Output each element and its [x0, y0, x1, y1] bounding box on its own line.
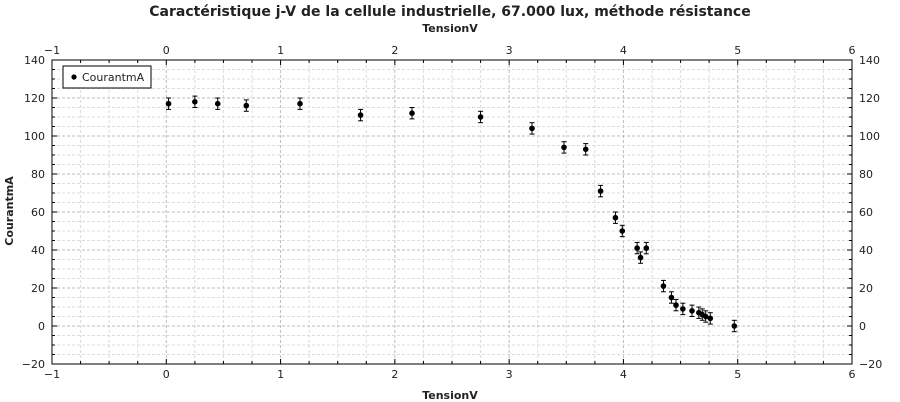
data-point [680, 302, 686, 316]
point-marker [477, 114, 484, 120]
x-tick-label-bottom: 2 [391, 368, 398, 381]
legend-label: CourantmA [82, 71, 145, 84]
point-marker [409, 110, 415, 116]
legend: CourantmA [62, 65, 152, 89]
y-tick-label-right: 40 [859, 244, 873, 257]
point-marker [582, 146, 589, 153]
x-tick-label-bottom: 5 [734, 368, 741, 381]
y-tick-label-left: 100 [24, 130, 45, 143]
data-point [612, 211, 619, 224]
data-point [619, 224, 626, 238]
data-point [357, 108, 364, 122]
y-tick-label-left: 80 [31, 168, 45, 181]
y-tick-label-right: 20 [859, 282, 873, 295]
x-tick-label-top: 1 [277, 44, 284, 57]
y-axis-title: CourantmA [3, 176, 16, 246]
x-tick-label-bottom: 6 [849, 368, 856, 381]
y-tick-label-left: 60 [31, 206, 45, 219]
point-marker [243, 102, 250, 109]
data-point [597, 184, 604, 198]
data-point [660, 279, 667, 293]
x-tick-label-bottom: 1 [277, 368, 284, 381]
x-tick-label-top: 4 [620, 44, 627, 57]
x-axis-title-top: TensionV [422, 22, 478, 35]
point-marker [612, 214, 619, 221]
x-tick-label-top: 5 [734, 44, 741, 57]
data-point [673, 298, 679, 312]
data-point [668, 291, 675, 304]
data-point [477, 110, 484, 124]
point-marker [597, 188, 604, 194]
point-marker [297, 100, 303, 107]
point-marker [668, 294, 675, 301]
x-tick-label-top: 2 [391, 44, 398, 57]
point-marker [634, 245, 640, 251]
chart-title: Caractéristique j-V de la cellule indust… [149, 4, 750, 20]
data-point [243, 99, 250, 112]
y-tick-label-left: −20 [22, 358, 45, 371]
data-point [702, 310, 709, 323]
point-marker [689, 308, 695, 314]
point-marker [619, 228, 626, 234]
data-point [529, 122, 535, 135]
y-tick-label-right: 0 [859, 320, 866, 333]
x-axis-title-bottom: TensionV [422, 389, 478, 402]
point-marker [707, 315, 714, 322]
x-tick-label-top: 6 [849, 44, 856, 57]
data-point [165, 97, 172, 110]
data-point [297, 97, 303, 110]
point-marker [660, 283, 667, 289]
x-tick-label-top: 0 [163, 44, 170, 57]
y-tick-label-left: 140 [24, 54, 45, 67]
plot-frame [51, 59, 853, 365]
x-tick-label-top: −1 [44, 44, 60, 57]
y-tick-label-left: 0 [38, 320, 45, 333]
grid [51, 59, 853, 365]
point-marker [192, 99, 198, 105]
y-tick-label-right: 140 [859, 54, 880, 67]
point-marker [561, 144, 567, 151]
data-point [637, 251, 644, 264]
point-marker [529, 125, 535, 132]
point-marker [357, 112, 364, 118]
data-point [643, 241, 650, 255]
data-point [731, 319, 738, 333]
point-marker [214, 100, 221, 107]
point-marker [702, 313, 709, 320]
data-point [214, 97, 221, 110]
y-tick-label-right: 60 [859, 206, 873, 219]
data-point [409, 107, 415, 120]
y-tick-label-right: −20 [859, 358, 882, 371]
point-marker [165, 100, 172, 107]
y-tick-label-right: 100 [859, 130, 880, 143]
x-tick-label-bottom: 3 [506, 368, 513, 381]
point-marker [731, 323, 738, 329]
point-marker [643, 245, 650, 251]
point-marker [680, 306, 686, 312]
y-tick-label-left: 120 [24, 92, 45, 105]
data-point [582, 143, 589, 156]
y-tick-label-right: 120 [859, 92, 880, 105]
x-tick-label-bottom: 0 [163, 368, 170, 381]
legend-marker [71, 74, 77, 80]
data-point [689, 304, 695, 317]
y-tick-label-left: 40 [31, 244, 45, 257]
data-point [192, 95, 198, 108]
data-point [561, 141, 567, 154]
data-points [165, 95, 738, 333]
legend-box [62, 65, 152, 89]
point-marker [673, 302, 679, 308]
x-tick-label-bottom: −1 [44, 368, 60, 381]
x-tick-label-bottom: 4 [620, 368, 627, 381]
y-tick-label-right: 80 [859, 168, 873, 181]
point-marker [637, 254, 644, 261]
x-tick-label-top: 3 [506, 44, 513, 57]
data-point [634, 241, 640, 255]
y-tick-label-left: 20 [31, 282, 45, 295]
data-point [707, 312, 714, 325]
